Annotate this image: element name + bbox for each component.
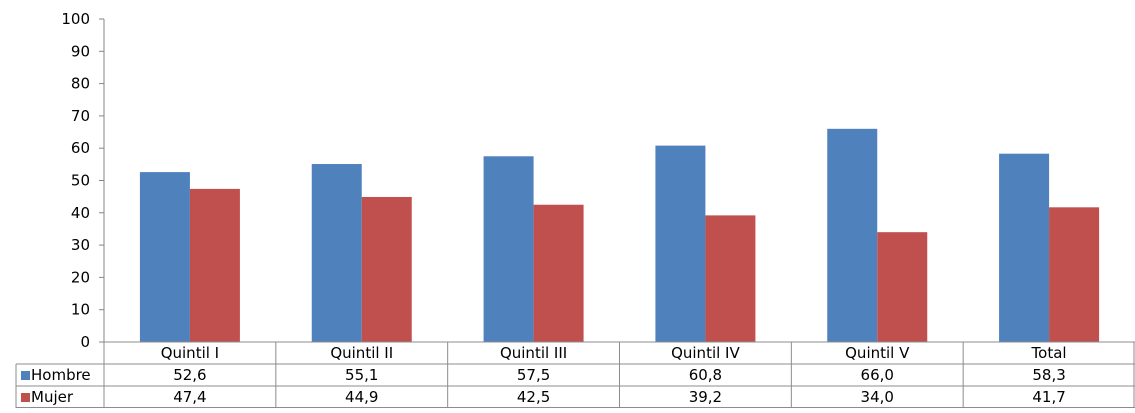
bar-hombre-6: [999, 153, 1050, 342]
data-label-hombre: 57,5: [517, 366, 550, 384]
bar-hombre-3: [483, 156, 534, 342]
data-label-mujer: 39,2: [689, 388, 722, 406]
category-label: Quintil III: [500, 344, 567, 362]
y-tick-label: 60: [71, 139, 90, 157]
data-label-hombre: 55,1: [345, 366, 378, 384]
y-tick-label: 90: [71, 42, 90, 60]
y-tick-label: 40: [71, 204, 90, 222]
legend-label-mujer: Mujer: [31, 388, 74, 406]
bar-hombre-1: [139, 172, 190, 342]
category-label: Total: [1031, 344, 1067, 362]
y-tick-label: 50: [71, 172, 90, 190]
legend-swatch-mujer: [21, 393, 30, 402]
data-label-mujer: 42,5: [517, 388, 550, 406]
y-axis: 0 10 20 30 40 50 60 70 80 90 100: [61, 10, 105, 351]
bar-mujer-2: [361, 196, 412, 342]
category-label: Quintil V: [845, 344, 910, 362]
data-label-hombre: 58,3: [1032, 366, 1065, 384]
category-label: Quintil II: [330, 344, 393, 362]
data-label-mujer: 47,4: [173, 388, 206, 406]
y-tick-label: 10: [71, 301, 90, 319]
legend-label-hombre: Hombre: [31, 366, 91, 384]
data-label-hombre: 52,6: [173, 366, 206, 384]
bar-hombre-5: [827, 128, 878, 342]
category-label: Quintil I: [161, 344, 219, 362]
y-tick-label: 20: [71, 268, 90, 286]
data-label-hombre: 60,8: [689, 366, 722, 384]
bar-mujer-6: [1049, 207, 1100, 342]
legend-swatch-hombre: [21, 371, 30, 380]
bar-hombre-4: [655, 145, 706, 342]
bar-mujer-3: [533, 204, 584, 342]
bar-mujer-4: [705, 215, 756, 342]
y-tick-label: 80: [71, 75, 90, 93]
y-tick-label: 70: [71, 107, 90, 125]
data-table: Quintil I Quintil II Quintil III Quintil IV…: [15, 341, 1135, 408]
y-tick-label: 30: [71, 236, 90, 254]
bars: [139, 128, 1100, 342]
bar-mujer-1: [189, 188, 240, 342]
y-tick-label: 100: [61, 10, 90, 28]
data-label-mujer: 44,9: [345, 388, 378, 406]
data-label-hombre: 66,0: [861, 366, 894, 384]
bar-mujer-5: [877, 232, 928, 342]
data-label-mujer: 41,7: [1032, 388, 1065, 406]
data-label-mujer: 34,0: [861, 388, 894, 406]
bar-hombre-2: [311, 164, 362, 342]
y-tick-label: 0: [80, 333, 90, 351]
category-label: Quintil IV: [671, 344, 740, 362]
